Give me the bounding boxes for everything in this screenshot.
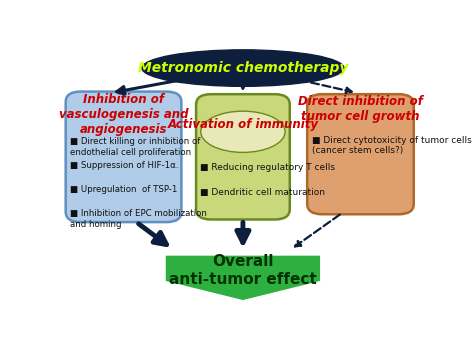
Text: ■ Upregulation  of TSP-1: ■ Upregulation of TSP-1 (70, 185, 177, 194)
Text: ■ Reducing regulatory T cells: ■ Reducing regulatory T cells (201, 163, 336, 172)
Text: Metronomic chemotherapy: Metronomic chemotherapy (138, 61, 348, 75)
Text: ■ Inhibition of EPC mobilization
and homing: ■ Inhibition of EPC mobilization and hom… (70, 209, 207, 229)
Ellipse shape (142, 50, 344, 86)
Text: Overall
anti-tumor effect: Overall anti-tumor effect (169, 254, 317, 286)
Text: Direct inhibition of
tumor cell growth: Direct inhibition of tumor cell growth (298, 96, 423, 123)
Text: Inhibition of
vasculogenesis and
angiogenesis: Inhibition of vasculogenesis and angioge… (59, 93, 188, 136)
Text: ■ Direct cytotoxicity of tumor cells
(cancer stem cells?): ■ Direct cytotoxicity of tumor cells (ca… (311, 136, 471, 155)
Text: ■ Direct killing or inhibition of
endothelial cell proliferation: ■ Direct killing or inhibition of endoth… (70, 137, 201, 157)
FancyBboxPatch shape (307, 94, 414, 214)
Text: ■ Dendritic cell maturation: ■ Dendritic cell maturation (201, 188, 326, 197)
Text: ■ Suppression of HIF-1α.: ■ Suppression of HIF-1α. (70, 161, 179, 170)
Polygon shape (166, 256, 320, 300)
FancyBboxPatch shape (66, 92, 182, 222)
Ellipse shape (201, 111, 285, 153)
FancyBboxPatch shape (196, 94, 290, 219)
Text: Activation of immunity: Activation of immunity (167, 118, 319, 131)
